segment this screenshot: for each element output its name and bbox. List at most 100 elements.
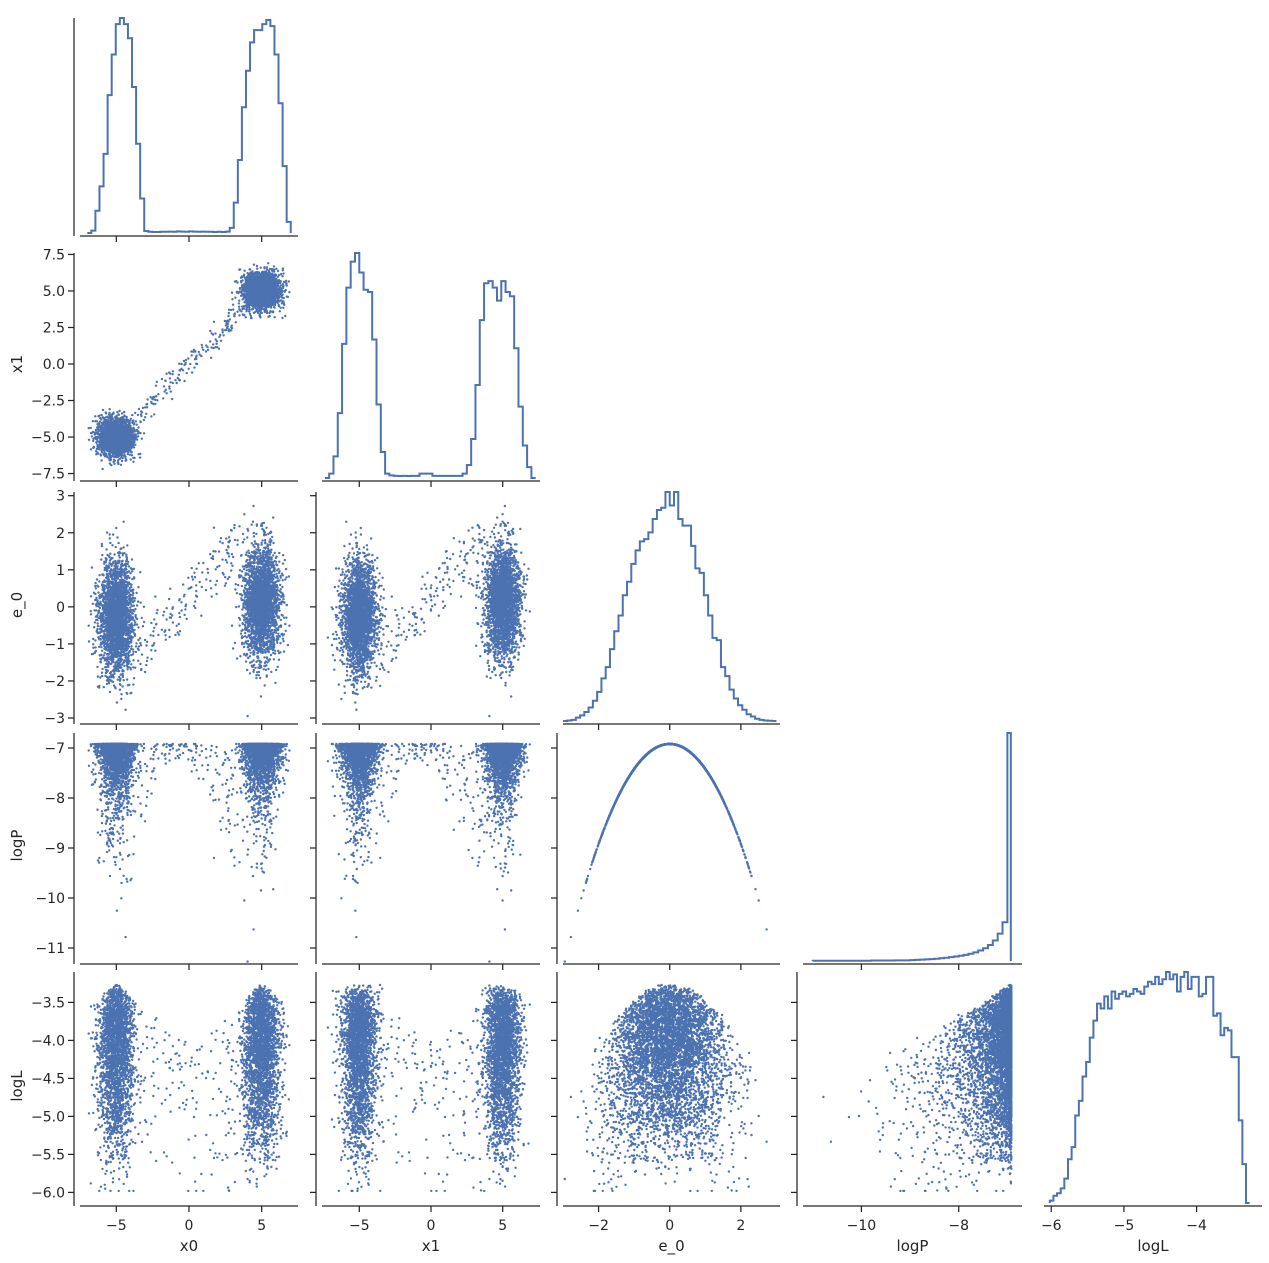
scatter-point (101, 427, 104, 430)
scatter-point (273, 306, 276, 309)
scatter-point (127, 427, 131, 430)
scatter-point (92, 439, 95, 443)
scatter-point (116, 461, 120, 464)
scatter-point (117, 419, 120, 422)
scatter-point (215, 342, 218, 345)
scatter-point (177, 373, 181, 376)
scatter-point (113, 459, 117, 462)
scatter-point (178, 362, 181, 365)
scatter-point (185, 371, 188, 375)
scatter-point (125, 415, 128, 419)
scatter-point (145, 406, 149, 409)
scatter-point (248, 276, 251, 279)
scatter-point (124, 459, 127, 462)
scatter-point (229, 308, 233, 312)
scatter-point (95, 436, 98, 439)
scatter-point (276, 283, 279, 286)
scatter-point (102, 447, 105, 450)
scatter-point (142, 432, 146, 435)
scatter-point (281, 289, 284, 292)
scatter-point (95, 441, 98, 444)
scatter-point (120, 412, 124, 415)
scatter-point (219, 333, 222, 337)
scatter-point (248, 309, 251, 313)
scatter-point (197, 350, 200, 354)
scatter-point (256, 274, 259, 277)
scatter-point (190, 354, 193, 357)
scatter-point (101, 467, 104, 471)
scatter-point (252, 274, 256, 277)
scatter-point (150, 400, 153, 404)
y-tick-label: 7.5 (43, 247, 65, 263)
scatter-point (214, 346, 217, 349)
scatter-point (129, 417, 132, 420)
scatter-point (113, 462, 116, 465)
scatter-point (238, 268, 241, 271)
scatter-point (171, 397, 174, 401)
scatter-point (138, 456, 142, 459)
scatter-point (119, 463, 123, 466)
scatter-point (108, 462, 112, 465)
scatter-point (234, 296, 237, 299)
scatter-point (132, 456, 135, 460)
scatter-point (270, 268, 273, 271)
scatter-point (256, 267, 259, 270)
scatter-point (241, 279, 244, 282)
scatter-point (281, 316, 284, 320)
scatter-point (110, 432, 114, 435)
scatter-point (174, 379, 177, 382)
scatter-point (273, 316, 276, 319)
axes-1-0: −7.5−5.0−2.50.02.55.07.5 (31, 247, 298, 487)
scatter-point (281, 283, 285, 286)
scatter-point (231, 303, 235, 306)
scatter-point (184, 358, 188, 362)
scatter-point (260, 311, 263, 315)
scatter-point (137, 426, 140, 429)
scatter-point (108, 408, 111, 411)
scatter-point (143, 416, 147, 419)
scatter-point (212, 346, 215, 350)
scatter-point (141, 406, 145, 410)
scatter-point (248, 268, 251, 271)
scatter-point (116, 455, 120, 459)
scatter-point (120, 456, 123, 459)
scatter-point (282, 272, 285, 275)
scatter-point (211, 343, 215, 346)
scatter-point (128, 439, 132, 443)
scatter-point (255, 309, 258, 313)
scatter-point (114, 453, 117, 457)
y-tick-label: −2.5 (31, 394, 65, 410)
scatter-point (169, 390, 173, 393)
scatter-point (168, 377, 172, 380)
scatter-point (243, 269, 246, 272)
scatter-point (250, 316, 253, 320)
scatter-point (257, 271, 261, 274)
scatter-point (259, 266, 262, 269)
scatter-point (212, 320, 216, 323)
scatter-point (100, 448, 103, 452)
scatter-point (91, 420, 95, 423)
scatter-point (279, 273, 283, 276)
scatter-point (282, 300, 285, 303)
scatter-point (227, 314, 230, 318)
scatter-point (200, 343, 203, 347)
scatter-point (193, 366, 196, 369)
scatter-point (279, 284, 283, 287)
scatter-point (194, 350, 197, 353)
scatter-point (120, 459, 124, 463)
scatter-point (259, 275, 263, 278)
scatter-point (281, 269, 284, 272)
scatter-point (136, 413, 140, 417)
scatter-point (155, 380, 158, 384)
y-tick-label: 2.5 (43, 320, 65, 336)
scatter-point (132, 423, 136, 426)
scatter-point (129, 449, 132, 452)
scatter-point (95, 420, 99, 423)
scatter-point (98, 440, 101, 444)
scatter-point (127, 423, 130, 426)
scatter-point (140, 437, 143, 440)
scatter-point (278, 310, 281, 313)
scatter-point (282, 306, 285, 309)
scatter-point (242, 273, 246, 276)
scatter-point (215, 340, 219, 343)
